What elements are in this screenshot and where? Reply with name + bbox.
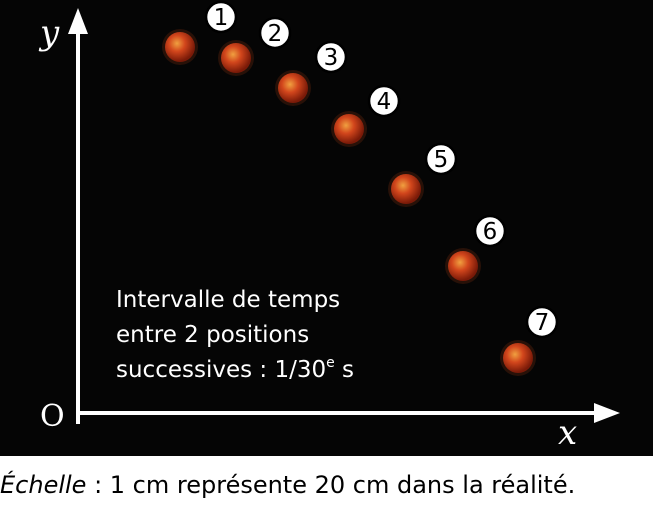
position-number-3: 3 — [324, 45, 339, 71]
position-marker-5 — [424, 142, 458, 176]
position-marker-1 — [204, 0, 238, 34]
ball-position-6 — [448, 251, 478, 281]
note-line-3-suffix: s — [334, 357, 355, 383]
time-interval-note: Intervalle de temps entre 2 positions su… — [116, 283, 354, 388]
position-number-5: 5 — [434, 147, 449, 173]
position-marker-7 — [525, 305, 559, 339]
origin-label: O — [40, 399, 65, 434]
note-line-3-prefix: successives : 1/30 — [116, 357, 327, 383]
position-number-6: 6 — [483, 219, 498, 245]
note-line-3: successives : 1/30e s — [116, 353, 354, 388]
ball-position-3 — [278, 73, 308, 103]
ball-positions: 1 2 3 4 5 6 7 — [162, 0, 559, 376]
note-line-2: entre 2 positions — [116, 322, 310, 348]
position-number-2: 2 — [268, 21, 283, 47]
caption-label: Échelle — [0, 471, 87, 499]
scale-caption: Échelle : 1 cm représente 20 cm dans la … — [0, 463, 653, 507]
note-line-1: Intervalle de temps — [116, 287, 341, 313]
ball-position-4 — [334, 114, 364, 144]
y-axis-arrowhead — [68, 8, 88, 34]
position-marker-3 — [314, 40, 348, 74]
note-superscript: e — [326, 355, 335, 371]
x-axis-label: x — [558, 413, 577, 453]
position-number-7: 7 — [535, 310, 550, 336]
position-number-4: 4 — [377, 89, 392, 115]
x-axis-arrowhead — [594, 403, 620, 423]
position-marker-4 — [367, 84, 401, 118]
ball-position-7 — [503, 343, 533, 373]
position-marker-6 — [473, 214, 507, 248]
ball-position-1 — [165, 32, 195, 62]
trajectory-figure: y x O 1 2 3 4 5 6 7 — [38, 0, 620, 453]
y-axis-label: y — [38, 13, 60, 53]
position-marker-2 — [258, 16, 292, 50]
ball-position-5 — [391, 174, 421, 204]
caption-text: : 1 cm représente 20 cm dans la réalité. — [86, 471, 576, 499]
chronophotograph-scene: y x O 1 2 3 4 5 6 7 Intervalle de temps entre … — [0, 0, 653, 456]
position-number-1: 1 — [214, 5, 229, 31]
ball-position-2 — [221, 43, 251, 73]
